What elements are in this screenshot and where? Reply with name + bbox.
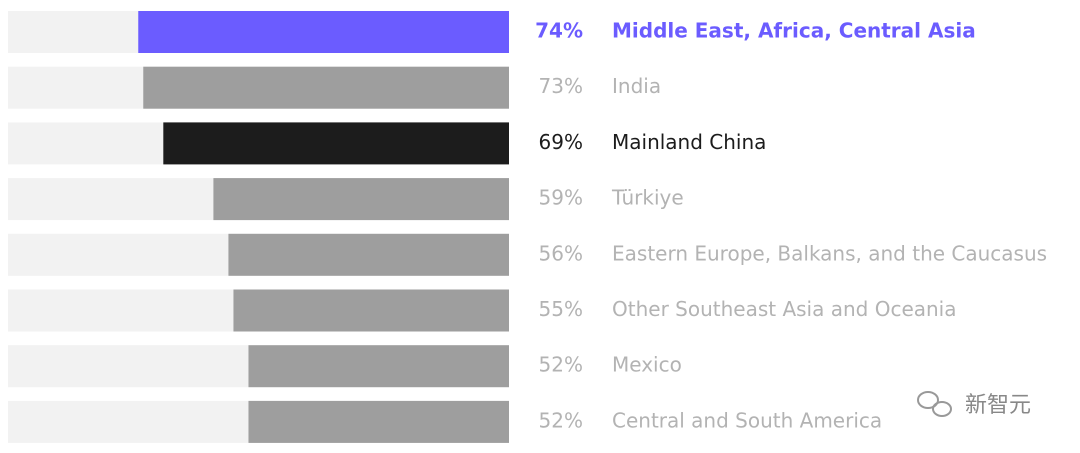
category-label: Eastern Europe, Balkans, and the Caucasu… <box>612 241 1047 265</box>
category-label: Central and South America <box>612 408 882 432</box>
value-label: 52% <box>539 353 583 377</box>
category-label: Türkiye <box>611 186 684 210</box>
category-label: Middle East, Africa, Central Asia <box>612 19 976 43</box>
category-label: India <box>612 74 661 98</box>
bar <box>248 400 510 443</box>
bar <box>233 289 509 332</box>
value-label: 74% <box>535 19 583 43</box>
bar <box>213 178 509 221</box>
value-label: 69% <box>539 130 583 154</box>
bar <box>138 11 509 53</box>
watermark: 新智元 <box>965 393 1031 418</box>
category-label: Other Southeast Asia and Oceania <box>612 297 957 321</box>
bar <box>228 233 509 276</box>
value-label: 52% <box>539 408 583 432</box>
value-label: 56% <box>539 241 583 265</box>
category-label: Mainland China <box>612 130 766 154</box>
value-label: 55% <box>539 297 583 321</box>
value-label: 59% <box>539 186 583 210</box>
bar <box>163 122 509 165</box>
category-label: Mexico <box>612 353 682 377</box>
watermark-icon <box>917 391 952 417</box>
value-label: 73% <box>539 74 583 98</box>
bar <box>143 66 509 109</box>
bar <box>248 345 510 388</box>
